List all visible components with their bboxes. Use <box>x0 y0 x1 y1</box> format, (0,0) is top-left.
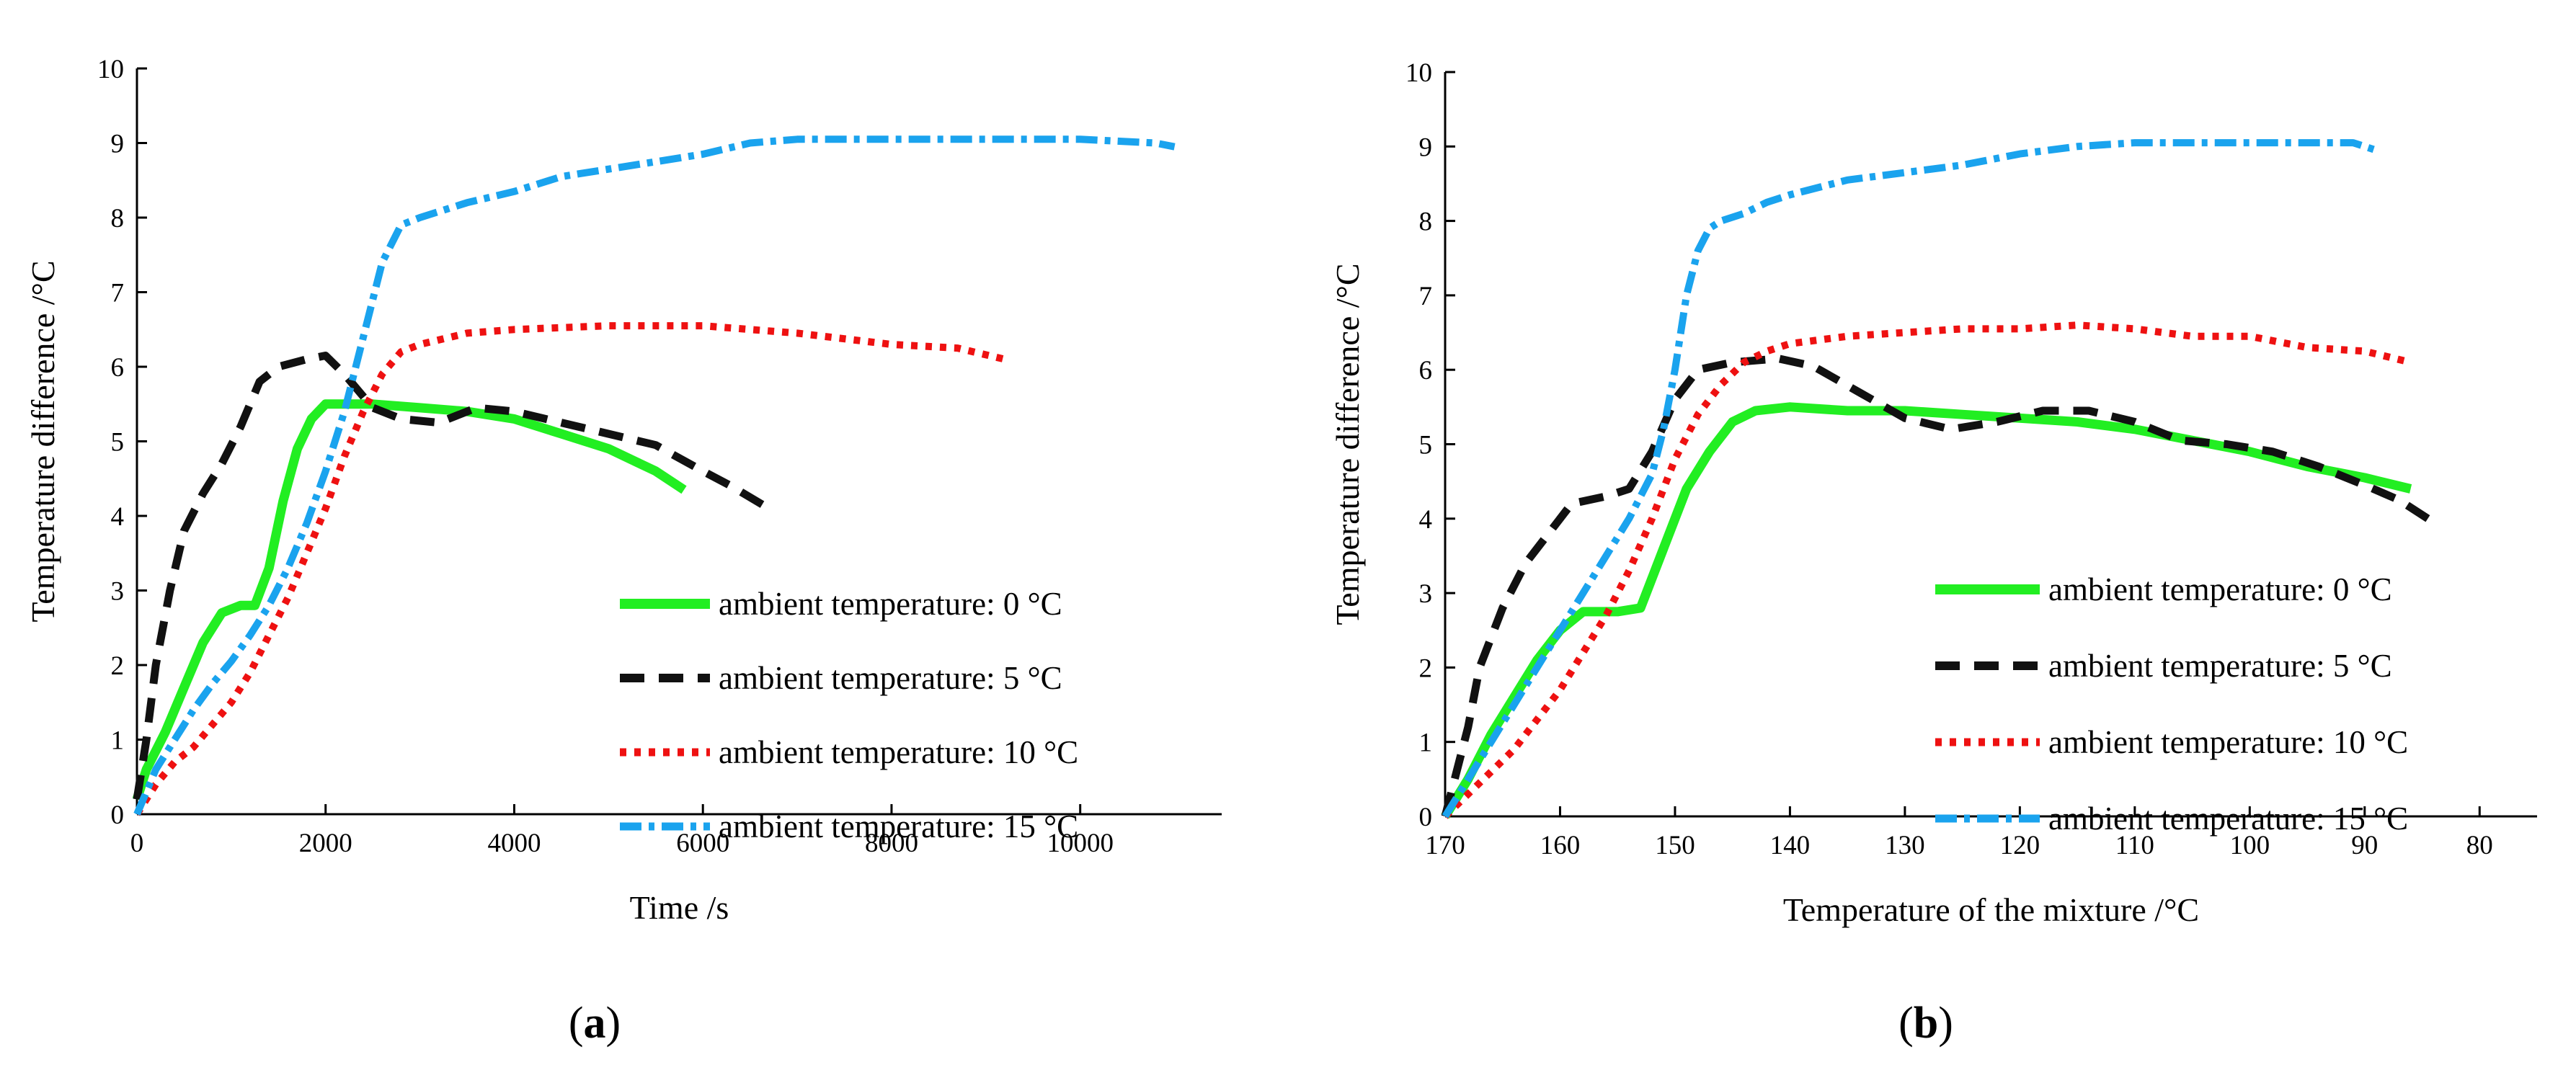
y-tick-label: 0 <box>1419 803 1433 832</box>
x-tick-label: 160 <box>1540 831 1581 860</box>
legend-entry-0: ambient temperature: 0 °C <box>2048 571 2392 607</box>
y-tick-label: 10 <box>97 55 124 84</box>
panel-label-letter: a <box>584 999 606 1048</box>
legend-entry-0: ambient temperature: 0 °C <box>719 586 1062 622</box>
x-tick-label: 6000 <box>676 829 729 858</box>
series-line-1 <box>1441 355 2436 818</box>
x-tick-label: 90 <box>2351 831 2378 860</box>
y-tick-label: 3 <box>111 577 125 607</box>
y-tick-label: 9 <box>1419 133 1433 162</box>
x-tick-label: 150 <box>1655 831 1695 860</box>
panel-label-open: ( <box>1898 999 1914 1048</box>
x-axis-title: Temperature of the mixture /°C <box>1783 891 2199 928</box>
x-tick-label: 140 <box>1770 831 1811 860</box>
series-line-3 <box>1442 139 2378 819</box>
series-line-3 <box>133 135 1176 816</box>
y-tick-label: 4 <box>111 502 125 532</box>
y-tick-label: 1 <box>111 726 125 756</box>
chart-panel-b: 0 1 2 3 4 5 6 7 8 9 10 170 160 150 140 130 120 110 100 90 80… <box>1329 58 2537 1048</box>
y-tick-label: 2 <box>111 651 125 681</box>
x-tick-label: 8000 <box>865 829 918 858</box>
y-tick-label: 8 <box>1419 208 1433 237</box>
series-line-1 <box>133 352 771 801</box>
y-axis-title: Temperature difference /°C <box>1329 263 1366 625</box>
x-tick-label: 2000 <box>299 829 352 858</box>
legend-entry-2: ambient temperature: 10 °C <box>719 734 1078 770</box>
y-tick-label: 8 <box>111 204 125 233</box>
y-tick-label: 0 <box>111 801 125 830</box>
x-tick-label: 4000 <box>487 829 541 858</box>
panel-label: (b) <box>1898 999 1953 1048</box>
y-tick-label: 4 <box>1419 505 1433 535</box>
y-tick-label: 9 <box>111 130 125 159</box>
series-line-2 <box>1442 321 2412 819</box>
x-tick-label: 170 <box>1425 831 1465 860</box>
x-tick-label: 100 <box>2230 831 2270 860</box>
y-tick-label: 2 <box>1419 654 1433 683</box>
panel-label: (a) <box>569 999 621 1048</box>
x-tick-label: 10000 <box>1047 829 1114 858</box>
y-tick-label: 1 <box>1419 728 1433 758</box>
legend-entry-1: ambient temperature: 5 °C <box>719 660 1062 696</box>
legend-entry-3: ambient temperature: 15 °C <box>719 808 1078 844</box>
y-tick-label: 5 <box>1419 431 1433 460</box>
x-tick-label: 130 <box>1885 831 1925 860</box>
x-tick-label: 120 <box>2000 831 2040 860</box>
panel-label-close: ) <box>1938 999 1953 1048</box>
y-tick-label: 7 <box>111 279 125 308</box>
chart-panel-a: 0 1 2 3 4 5 6 7 8 9 10 0 2000 4000 6000 8000 10000 Time /… <box>25 55 1222 1048</box>
y-tick-label: 5 <box>111 428 125 458</box>
y-tick-label: 6 <box>1419 356 1433 385</box>
x-axis-title: Time /s <box>630 889 729 926</box>
x-tick-label: 80 <box>2466 831 2493 860</box>
y-tick-label: 7 <box>1419 282 1433 311</box>
y-tick-label: 3 <box>1419 579 1433 609</box>
y-axis-title: Temperature difference /°C <box>25 260 61 622</box>
legend-entry-3: ambient temperature: 15 °C <box>2048 801 2408 837</box>
series-line-0 <box>132 399 687 801</box>
legend-entry-2: ambient temperature: 10 °C <box>2048 724 2408 760</box>
x-tick-label: 0 <box>130 829 144 858</box>
panel-label-open: ( <box>569 999 584 1048</box>
panel-label-letter: b <box>1914 999 1938 1048</box>
x-tick-label: 110 <box>2115 831 2154 860</box>
y-tick-label: 10 <box>1405 58 1432 88</box>
y-tick-label: 6 <box>111 353 125 383</box>
panel-label-close: ) <box>606 999 621 1048</box>
legend-entry-1: ambient temperature: 5 °C <box>2048 648 2392 684</box>
